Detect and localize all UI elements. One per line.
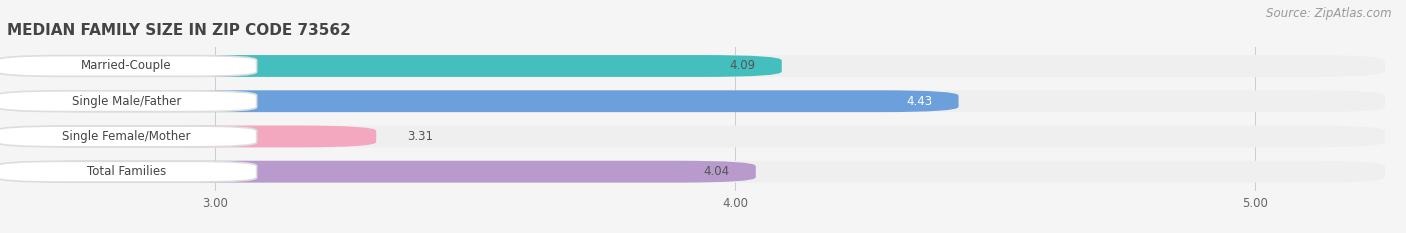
FancyBboxPatch shape xyxy=(0,91,257,112)
Text: Married-Couple: Married-Couple xyxy=(82,59,172,72)
Text: Single Female/Mother: Single Female/Mother xyxy=(62,130,191,143)
Text: Source: ZipAtlas.com: Source: ZipAtlas.com xyxy=(1267,7,1392,20)
Text: Total Families: Total Families xyxy=(87,165,166,178)
Text: 4.09: 4.09 xyxy=(730,59,756,72)
FancyBboxPatch shape xyxy=(7,126,1385,147)
FancyBboxPatch shape xyxy=(7,55,1385,77)
FancyBboxPatch shape xyxy=(7,161,756,183)
Text: MEDIAN FAMILY SIZE IN ZIP CODE 73562: MEDIAN FAMILY SIZE IN ZIP CODE 73562 xyxy=(7,24,351,38)
FancyBboxPatch shape xyxy=(7,90,1385,112)
Text: 4.04: 4.04 xyxy=(703,165,730,178)
Text: 4.43: 4.43 xyxy=(907,95,932,108)
FancyBboxPatch shape xyxy=(0,161,257,182)
FancyBboxPatch shape xyxy=(0,126,257,147)
Text: Single Male/Father: Single Male/Father xyxy=(72,95,181,108)
FancyBboxPatch shape xyxy=(7,126,377,147)
FancyBboxPatch shape xyxy=(7,90,959,112)
FancyBboxPatch shape xyxy=(7,161,1385,183)
Text: 3.31: 3.31 xyxy=(408,130,433,143)
FancyBboxPatch shape xyxy=(7,55,782,77)
FancyBboxPatch shape xyxy=(0,56,257,76)
